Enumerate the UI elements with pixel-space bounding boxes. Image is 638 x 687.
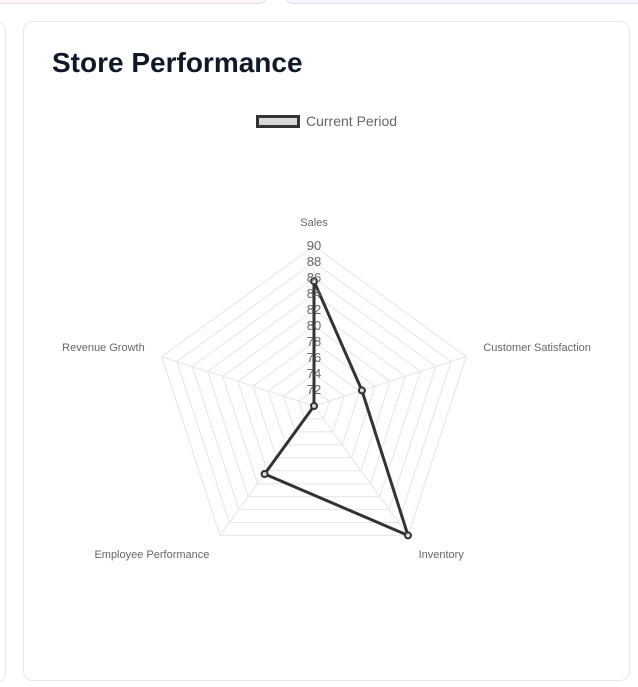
legend-label: Current Period <box>306 113 398 129</box>
grid-ring-3 <box>252 341 376 459</box>
legend-swatch <box>256 114 300 128</box>
grid-ring-1 <box>283 373 345 433</box>
tick-label-2: 76 <box>307 350 321 365</box>
tick-label-4: 80 <box>307 318 321 333</box>
top-left-card <box>0 0 267 4</box>
data-point-3 <box>260 470 269 478</box>
grid-ring-7 <box>191 277 437 511</box>
series-line-0 <box>263 279 410 537</box>
tick-label-8: 88 <box>307 254 321 269</box>
data-point-0 <box>310 277 318 286</box>
tick-label-1: 74 <box>307 366 321 381</box>
chart-legend[interactable]: Current Period <box>256 111 397 131</box>
grid-ring-0 <box>298 389 330 420</box>
tick-label-0: 72 <box>307 382 321 397</box>
tick-label-9: 90 <box>307 238 321 253</box>
axis-label-4: Revenue Growth <box>62 342 145 354</box>
grid-ring-2 <box>267 357 361 446</box>
data-point-2 <box>404 531 412 540</box>
grid-ring-9 <box>161 245 467 536</box>
top-right-card <box>285 0 638 4</box>
grid-ring-5 <box>222 309 406 485</box>
data-point-4 <box>310 402 318 410</box>
grid-ring-4 <box>237 325 391 472</box>
card-title: Store Performance <box>52 47 303 78</box>
left-adjacent-card <box>0 21 6 683</box>
data-point-1 <box>357 386 366 395</box>
axis-label-2: Inventory <box>419 549 465 561</box>
axis-label-1: Customer Satisfaction <box>483 342 591 354</box>
axis-label-0: Sales <box>300 217 328 229</box>
grid-spoke-2 <box>313 405 409 536</box>
tick-label-5: 82 <box>307 302 321 317</box>
grid-ring-8 <box>176 261 452 523</box>
grid-spoke-4 <box>161 356 315 407</box>
store-performance-card: Store Performance Current Period 72 74 76 7… <box>23 21 630 681</box>
tick-label-3: 78 <box>307 334 321 349</box>
tick-label-7: 86 <box>307 270 321 285</box>
grid-spoke-1 <box>313 356 467 407</box>
axis-label-3: Employee Performance <box>94 549 209 561</box>
tick-label-6: 84 <box>307 286 321 301</box>
